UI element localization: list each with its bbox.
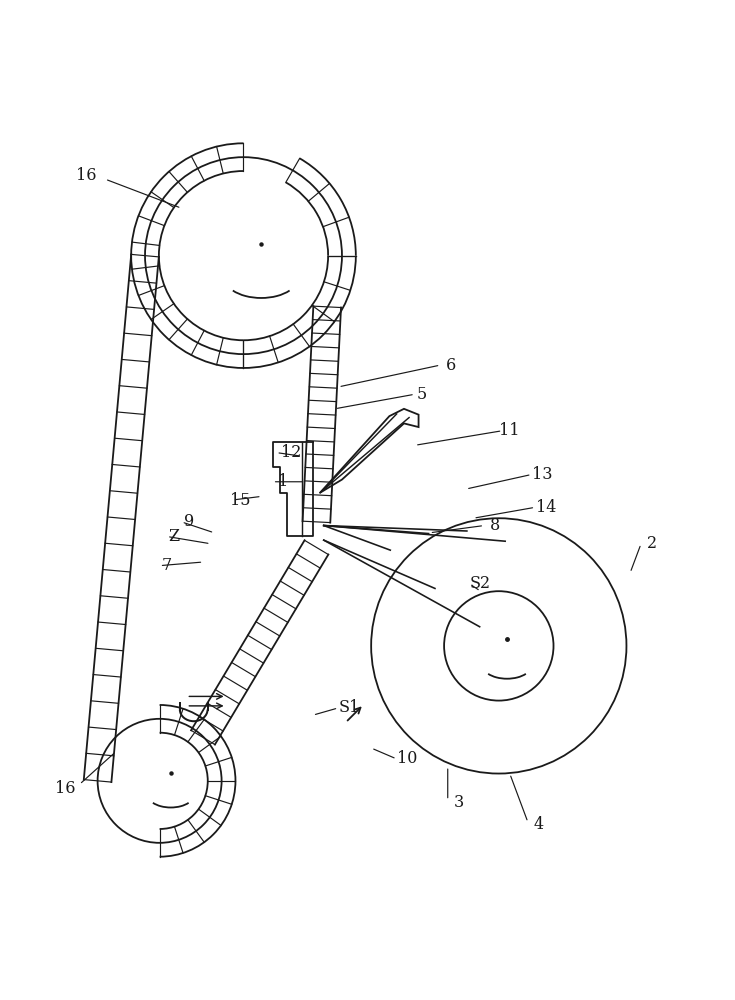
Text: 15: 15: [229, 492, 250, 509]
Text: 3: 3: [453, 794, 464, 811]
Text: S1: S1: [339, 699, 360, 716]
Text: 8: 8: [490, 517, 501, 534]
Text: 16: 16: [54, 780, 75, 797]
Text: 7: 7: [162, 557, 172, 574]
Text: 11: 11: [500, 422, 520, 439]
Text: 12: 12: [281, 444, 301, 461]
Text: 9: 9: [184, 513, 194, 530]
Text: 13: 13: [532, 466, 553, 483]
Text: 2: 2: [647, 535, 657, 552]
Text: 10: 10: [398, 750, 417, 767]
Text: S2: S2: [470, 575, 491, 592]
Text: 14: 14: [536, 499, 556, 516]
Text: 1: 1: [279, 473, 289, 490]
Text: 16: 16: [76, 167, 97, 184]
Text: Z: Z: [168, 528, 180, 545]
Text: 4: 4: [534, 816, 544, 833]
Text: 5: 5: [417, 386, 427, 403]
Text: 6: 6: [446, 357, 456, 374]
